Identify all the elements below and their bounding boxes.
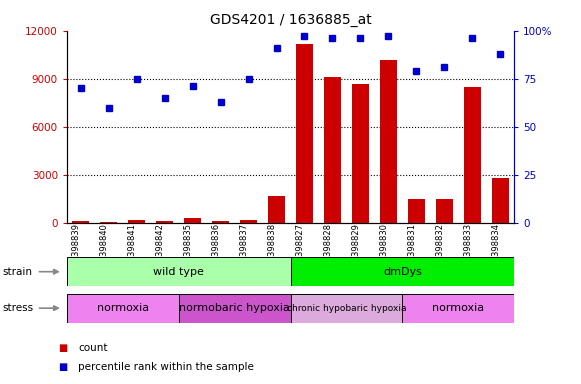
- Bar: [290, 257, 514, 286]
- Bar: [128, 220, 145, 223]
- Bar: [179, 294, 290, 323]
- Text: GSM398832: GSM398832: [435, 223, 444, 274]
- Text: normoxia: normoxia: [96, 303, 149, 313]
- Bar: [380, 60, 397, 223]
- Bar: [212, 222, 229, 223]
- Bar: [436, 199, 453, 223]
- Text: GSM398829: GSM398829: [352, 223, 360, 273]
- Text: GSM398833: GSM398833: [463, 223, 472, 274]
- Text: GSM398830: GSM398830: [379, 223, 388, 274]
- Text: ■: ■: [58, 343, 67, 353]
- Text: GSM398835: GSM398835: [184, 223, 193, 274]
- Text: count: count: [78, 343, 108, 353]
- Text: GSM398837: GSM398837: [239, 223, 249, 274]
- Bar: [324, 77, 341, 223]
- Text: normoxia: normoxia: [432, 303, 485, 313]
- Bar: [268, 195, 285, 223]
- Bar: [101, 222, 117, 223]
- Text: wild type: wild type: [153, 266, 204, 277]
- Bar: [352, 84, 369, 223]
- Text: stress: stress: [3, 303, 34, 313]
- Text: percentile rank within the sample: percentile rank within the sample: [78, 362, 254, 372]
- Text: GSM398827: GSM398827: [296, 223, 304, 274]
- Bar: [408, 199, 425, 223]
- Text: GSM398838: GSM398838: [267, 223, 277, 274]
- Text: GSM398840: GSM398840: [100, 223, 109, 273]
- Bar: [240, 220, 257, 223]
- Text: GSM398836: GSM398836: [211, 223, 221, 274]
- Text: strain: strain: [3, 266, 33, 277]
- Bar: [492, 178, 508, 223]
- Text: GDS4201 / 1636885_at: GDS4201 / 1636885_at: [210, 13, 371, 27]
- Bar: [73, 221, 89, 223]
- Text: GSM398841: GSM398841: [128, 223, 137, 273]
- Bar: [156, 221, 173, 223]
- Text: GSM398831: GSM398831: [407, 223, 417, 274]
- Bar: [67, 257, 290, 286]
- Text: chronic hypobaric hypoxia: chronic hypobaric hypoxia: [286, 304, 406, 313]
- Bar: [296, 43, 313, 223]
- Text: dmDys: dmDys: [383, 266, 422, 277]
- Text: GSM398828: GSM398828: [324, 223, 332, 274]
- Bar: [290, 294, 403, 323]
- Bar: [403, 294, 514, 323]
- Text: GSM398834: GSM398834: [491, 223, 500, 274]
- Text: GSM398842: GSM398842: [156, 223, 164, 273]
- Text: normobaric hypoxia: normobaric hypoxia: [179, 303, 290, 313]
- Bar: [464, 87, 480, 223]
- Bar: [67, 294, 179, 323]
- Bar: [184, 218, 201, 223]
- Text: ■: ■: [58, 362, 67, 372]
- Text: GSM398839: GSM398839: [72, 223, 81, 274]
